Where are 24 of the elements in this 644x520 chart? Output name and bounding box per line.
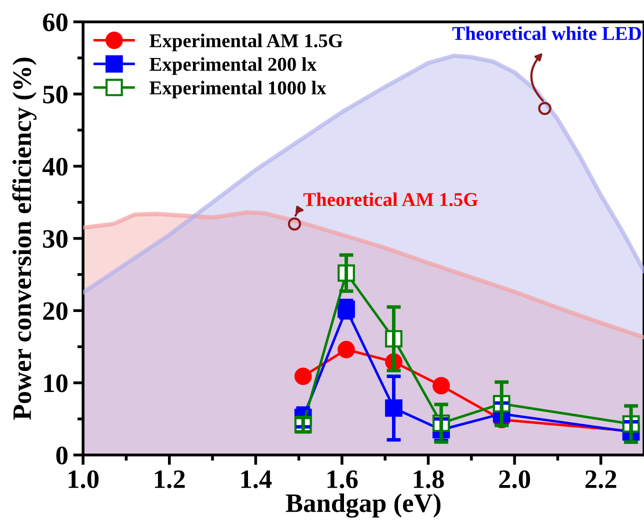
x-tick-label: 1.0 [68,470,99,488]
annotation: Theoretical white LED [452,26,641,40]
y-tick-label: 60 [43,13,68,32]
x-axis-title: Bandgap (eV) [286,494,440,518]
x-tick-label: 2.2 [585,470,616,488]
y-tick-label: 10 [44,374,68,392]
x-tick-label: 1.2 [154,470,185,488]
legend-label: Experimental AM 1.5G [150,34,343,52]
legend-label: Experimental 200 lx [150,57,317,75]
y-tick-label: 40 [42,158,68,176]
y-axis-title: Power conversion efficiency (%) [12,58,37,420]
point [432,377,450,394]
y-tick-label: 0 [56,446,68,464]
x-tick-label: 2.0 [499,470,530,488]
x-tick-label: 1.6 [328,470,358,488]
y-tick-label: 20 [43,302,68,320]
point [338,340,355,358]
point [294,368,312,385]
x-tick-label: 1.8 [414,470,444,488]
annotation: Theoretical AM 1.5G [303,192,478,206]
x-tick-label: 1.4 [241,470,272,488]
y-tick-label: 30 [43,230,68,248]
y-tick-label: 50 [43,86,68,104]
legend-label: Experimental 1000 lx [150,80,326,98]
